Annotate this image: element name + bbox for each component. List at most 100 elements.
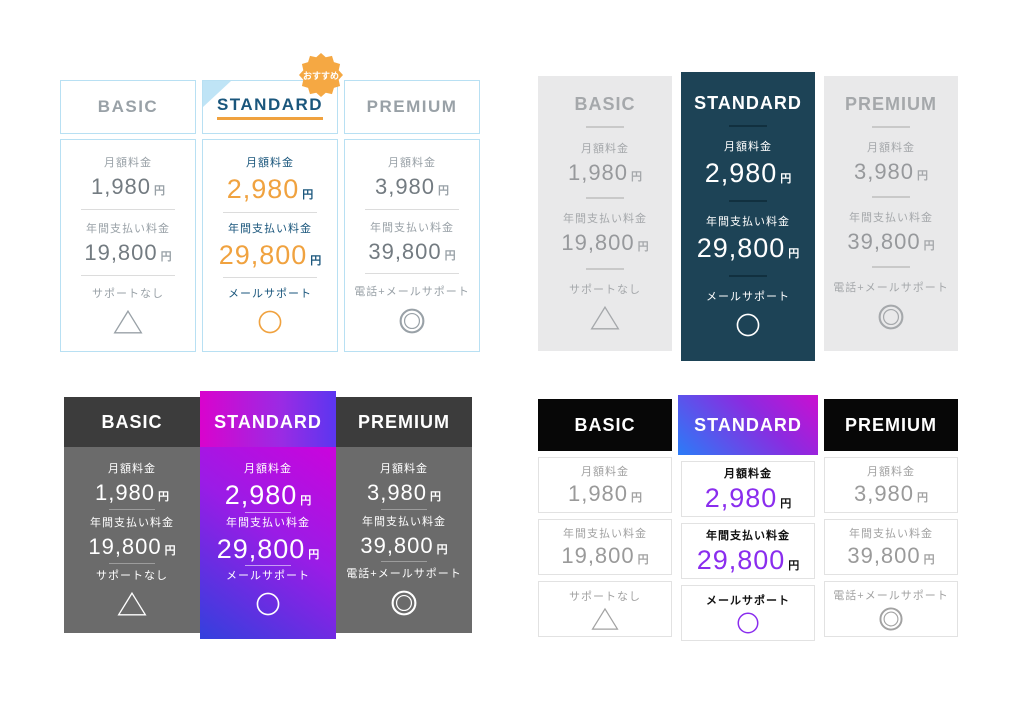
support-section: メールサポート (200, 567, 336, 617)
yearly-section: 年間支払い料金 29,800 円 (681, 213, 815, 264)
plan-body-premium: 月額料金 3,980 円 年間支払い料金 39,800 円 電話+メールサポート (336, 447, 472, 633)
price-value: 3,980 (853, 481, 915, 506)
yearly-price: 29,800 円 (203, 240, 337, 271)
support-label: サポートなし (569, 283, 641, 296)
support-cell: 電話+メールサポート (824, 581, 958, 637)
plan-name: PREMIUM (845, 94, 937, 114)
pricing-table-dark-gradient: BASIC 月額料金 1,980 円 年間支払い料金 19,800 円 サポートなし (64, 391, 472, 639)
divider (365, 208, 459, 210)
monthly-cell: 月額料金 3,980 円 (824, 457, 958, 513)
yearly-price: 39,800 円 (847, 543, 934, 569)
monthly-label: 月額料金 (108, 463, 156, 475)
divider (729, 200, 767, 202)
yen-suffix: 円 (631, 170, 643, 183)
plan-header-premium: PREMIUM (824, 399, 958, 451)
yen-suffix: 円 (164, 544, 176, 557)
yearly-label: 年間支払い料金 (86, 222, 170, 235)
divider (586, 267, 624, 270)
pricing-table-blue-outline: BASIC 月額料金 1,980 円 年間支払い料金 19,800 円 サポートなし… (60, 53, 480, 352)
price-value: 2,980 (704, 482, 778, 513)
monthly-section: 月額料金 2,980 円 (681, 138, 815, 189)
plan-column-standard: STANDARD 月額料金 2,980 円 年間支払い料金 29,800 円 メール… (681, 72, 815, 361)
price-value: 3,980 (853, 159, 915, 184)
plan-column-premium: PREMIUM 月額料金 3,980 円 年間支払い料金 39,800 円 電話+メ… (336, 397, 472, 633)
support-section: サポートなし (64, 567, 200, 617)
plan-header-basic: BASIC (64, 397, 200, 447)
plan-header-basic: BASIC (60, 80, 196, 134)
divider (109, 509, 155, 511)
plan-column-basic: BASIC 月額料金 1,980 円 年間支払い料金 19,800 円 サポートなし (64, 397, 200, 633)
yearly-cell: 年間支払い料金 29,800 円 (681, 523, 815, 579)
yearly-cell: 年間支払い料金 39,800 円 (824, 519, 958, 575)
monthly-section: 月額料金 3,980 円 (336, 460, 472, 506)
support-label: メールサポート (228, 288, 312, 300)
triangle-icon (113, 309, 143, 334)
double-circle-icon (399, 308, 425, 334)
plan-column-premium: PREMIUM 月額料金 3,980 円 年間支払い料金 39,800 円 電話+メ… (824, 76, 958, 351)
monthly-section: 月額料金 1,980 円 (64, 460, 200, 506)
monthly-section: 月額料金 1,980 円 (61, 154, 195, 200)
yen-suffix: 円 (923, 240, 935, 252)
monthly-label: 月額料金 (724, 467, 772, 480)
monthly-price: 3,980 円 (336, 480, 472, 506)
plan-column-basic: BASIC 月額料金 1,980 円 年間支払い料金 19,800 円 サポートなし (538, 399, 672, 637)
yearly-price: 29,800 円 (697, 545, 800, 576)
circle-icon (736, 313, 760, 337)
plan-name: BASIC (101, 411, 163, 432)
plan-body-basic: 月額料金 1,980 円 年間支払い料金 19,800 円 サポートなし (64, 447, 200, 633)
divider (586, 196, 624, 199)
yearly-label: 年間支払い料金 (849, 528, 933, 540)
yearly-section: 年間支払い料金 39,800 円 (336, 513, 472, 559)
divider (223, 211, 317, 213)
yen-suffix: 円 (154, 185, 166, 197)
support-label: メールサポート (706, 291, 790, 303)
yearly-section: 年間支払い料金 39,800 円 (824, 209, 958, 255)
price-value: 2,980 (224, 480, 298, 510)
circle-icon (258, 310, 282, 334)
price-value: 2,980 (226, 174, 300, 204)
price-value: 39,800 (847, 543, 921, 568)
plan-column-premium: PREMIUM 月額料金 3,980 円 年間支払い料金 39,800 円 電話+メ… (344, 80, 480, 352)
support-label: 電話+メールサポート (346, 568, 462, 580)
plan-header-basic: BASIC (538, 399, 672, 451)
price-value: 19,800 (88, 533, 162, 559)
plan-header-premium: PREMIUM (336, 397, 472, 447)
support-label: メールサポート (226, 570, 310, 582)
price-value: 39,800 (360, 532, 434, 558)
plan-column-standard: STANDARD 月額料金 2,980 円 年間支払い料金 29,800 円 メール… (200, 397, 336, 633)
yen-suffix: 円 (308, 548, 320, 561)
support-label: 電話+メールサポート (833, 282, 949, 294)
yearly-label: 年間支払い料金 (90, 516, 174, 529)
monthly-section: 月額料金 3,980 円 (345, 154, 479, 200)
corner-fold-icon (203, 81, 231, 107)
pricing-table-gray-navy: BASIC 月額料金 1,980 円 年間支払い料金 19,800 円 サポートなし… (538, 72, 958, 361)
support-section: サポートなし (538, 281, 672, 331)
plan-header-standard: STANDARD (200, 397, 336, 447)
circle-icon (256, 592, 280, 616)
yen-suffix: 円 (780, 173, 792, 185)
monthly-label: 月額料金 (867, 466, 915, 478)
monthly-price: 2,980 円 (203, 174, 337, 205)
monthly-label: 月額料金 (244, 463, 292, 475)
price-value: 29,800 (696, 544, 786, 575)
plan-name: BASIC (574, 94, 636, 114)
yearly-label: 年間支払い料金 (706, 529, 790, 542)
plan-name: BASIC (574, 414, 636, 435)
monthly-price: 2,980 円 (200, 480, 336, 511)
monthly-price: 1,980 円 (568, 481, 642, 507)
yen-suffix: 円 (300, 495, 312, 507)
monthly-label: 月額料金 (581, 142, 629, 155)
monthly-section: 月額料金 2,980 円 (203, 154, 337, 205)
divider (245, 565, 291, 567)
monthly-cell: 月額料金 1,980 円 (538, 457, 672, 513)
plan-name: STANDARD (216, 95, 324, 120)
yearly-label: 年間支払い料金 (706, 216, 790, 228)
divider (81, 209, 175, 211)
yen-suffix: 円 (631, 492, 643, 504)
plan-column-basic: BASIC 月額料金 1,980 円 年間支払い料金 19,800 円 サポートなし (538, 76, 672, 351)
yen-suffix: 円 (917, 492, 929, 504)
price-value: 19,800 (84, 239, 158, 265)
price-value: 2,980 (704, 158, 778, 188)
plan-body-basic: 月額料金 1,980 円 年間支払い料金 19,800 円 サポートなし (60, 139, 196, 352)
yen-suffix: 円 (310, 254, 322, 267)
